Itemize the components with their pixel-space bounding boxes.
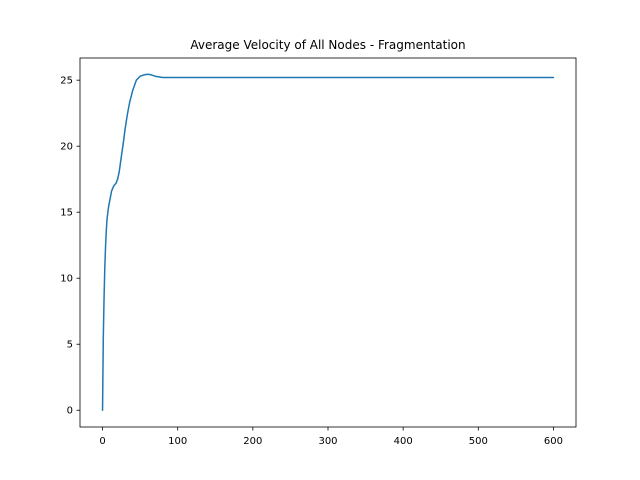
y-tick-label: 15 (60, 208, 73, 219)
x-tick-label: 600 (544, 436, 563, 447)
x-tick-label: 0 (99, 436, 105, 447)
x-tick-label: 400 (394, 436, 413, 447)
x-tick-label: 200 (243, 436, 262, 447)
y-tick-label: 25 (60, 76, 73, 87)
y-tick-label: 5 (67, 340, 73, 351)
y-tick-label: 10 (60, 274, 73, 285)
x-tick-label: 100 (168, 436, 187, 447)
y-tick-label: 0 (67, 406, 73, 417)
axes-frame (79, 57, 577, 428)
chart-title: Average Velocity of All Nodes - Fragment… (190, 38, 465, 52)
y-axis: 0 5 10 15 20 25 (60, 76, 80, 417)
series-line (101, 73, 555, 411)
x-axis: 0 100 200 300 400 500 600 (99, 427, 563, 447)
y-tick-label: 20 (60, 142, 73, 153)
x-tick-label: 300 (318, 436, 337, 447)
x-tick-label: 500 (469, 436, 488, 447)
plot-area (101, 73, 555, 411)
